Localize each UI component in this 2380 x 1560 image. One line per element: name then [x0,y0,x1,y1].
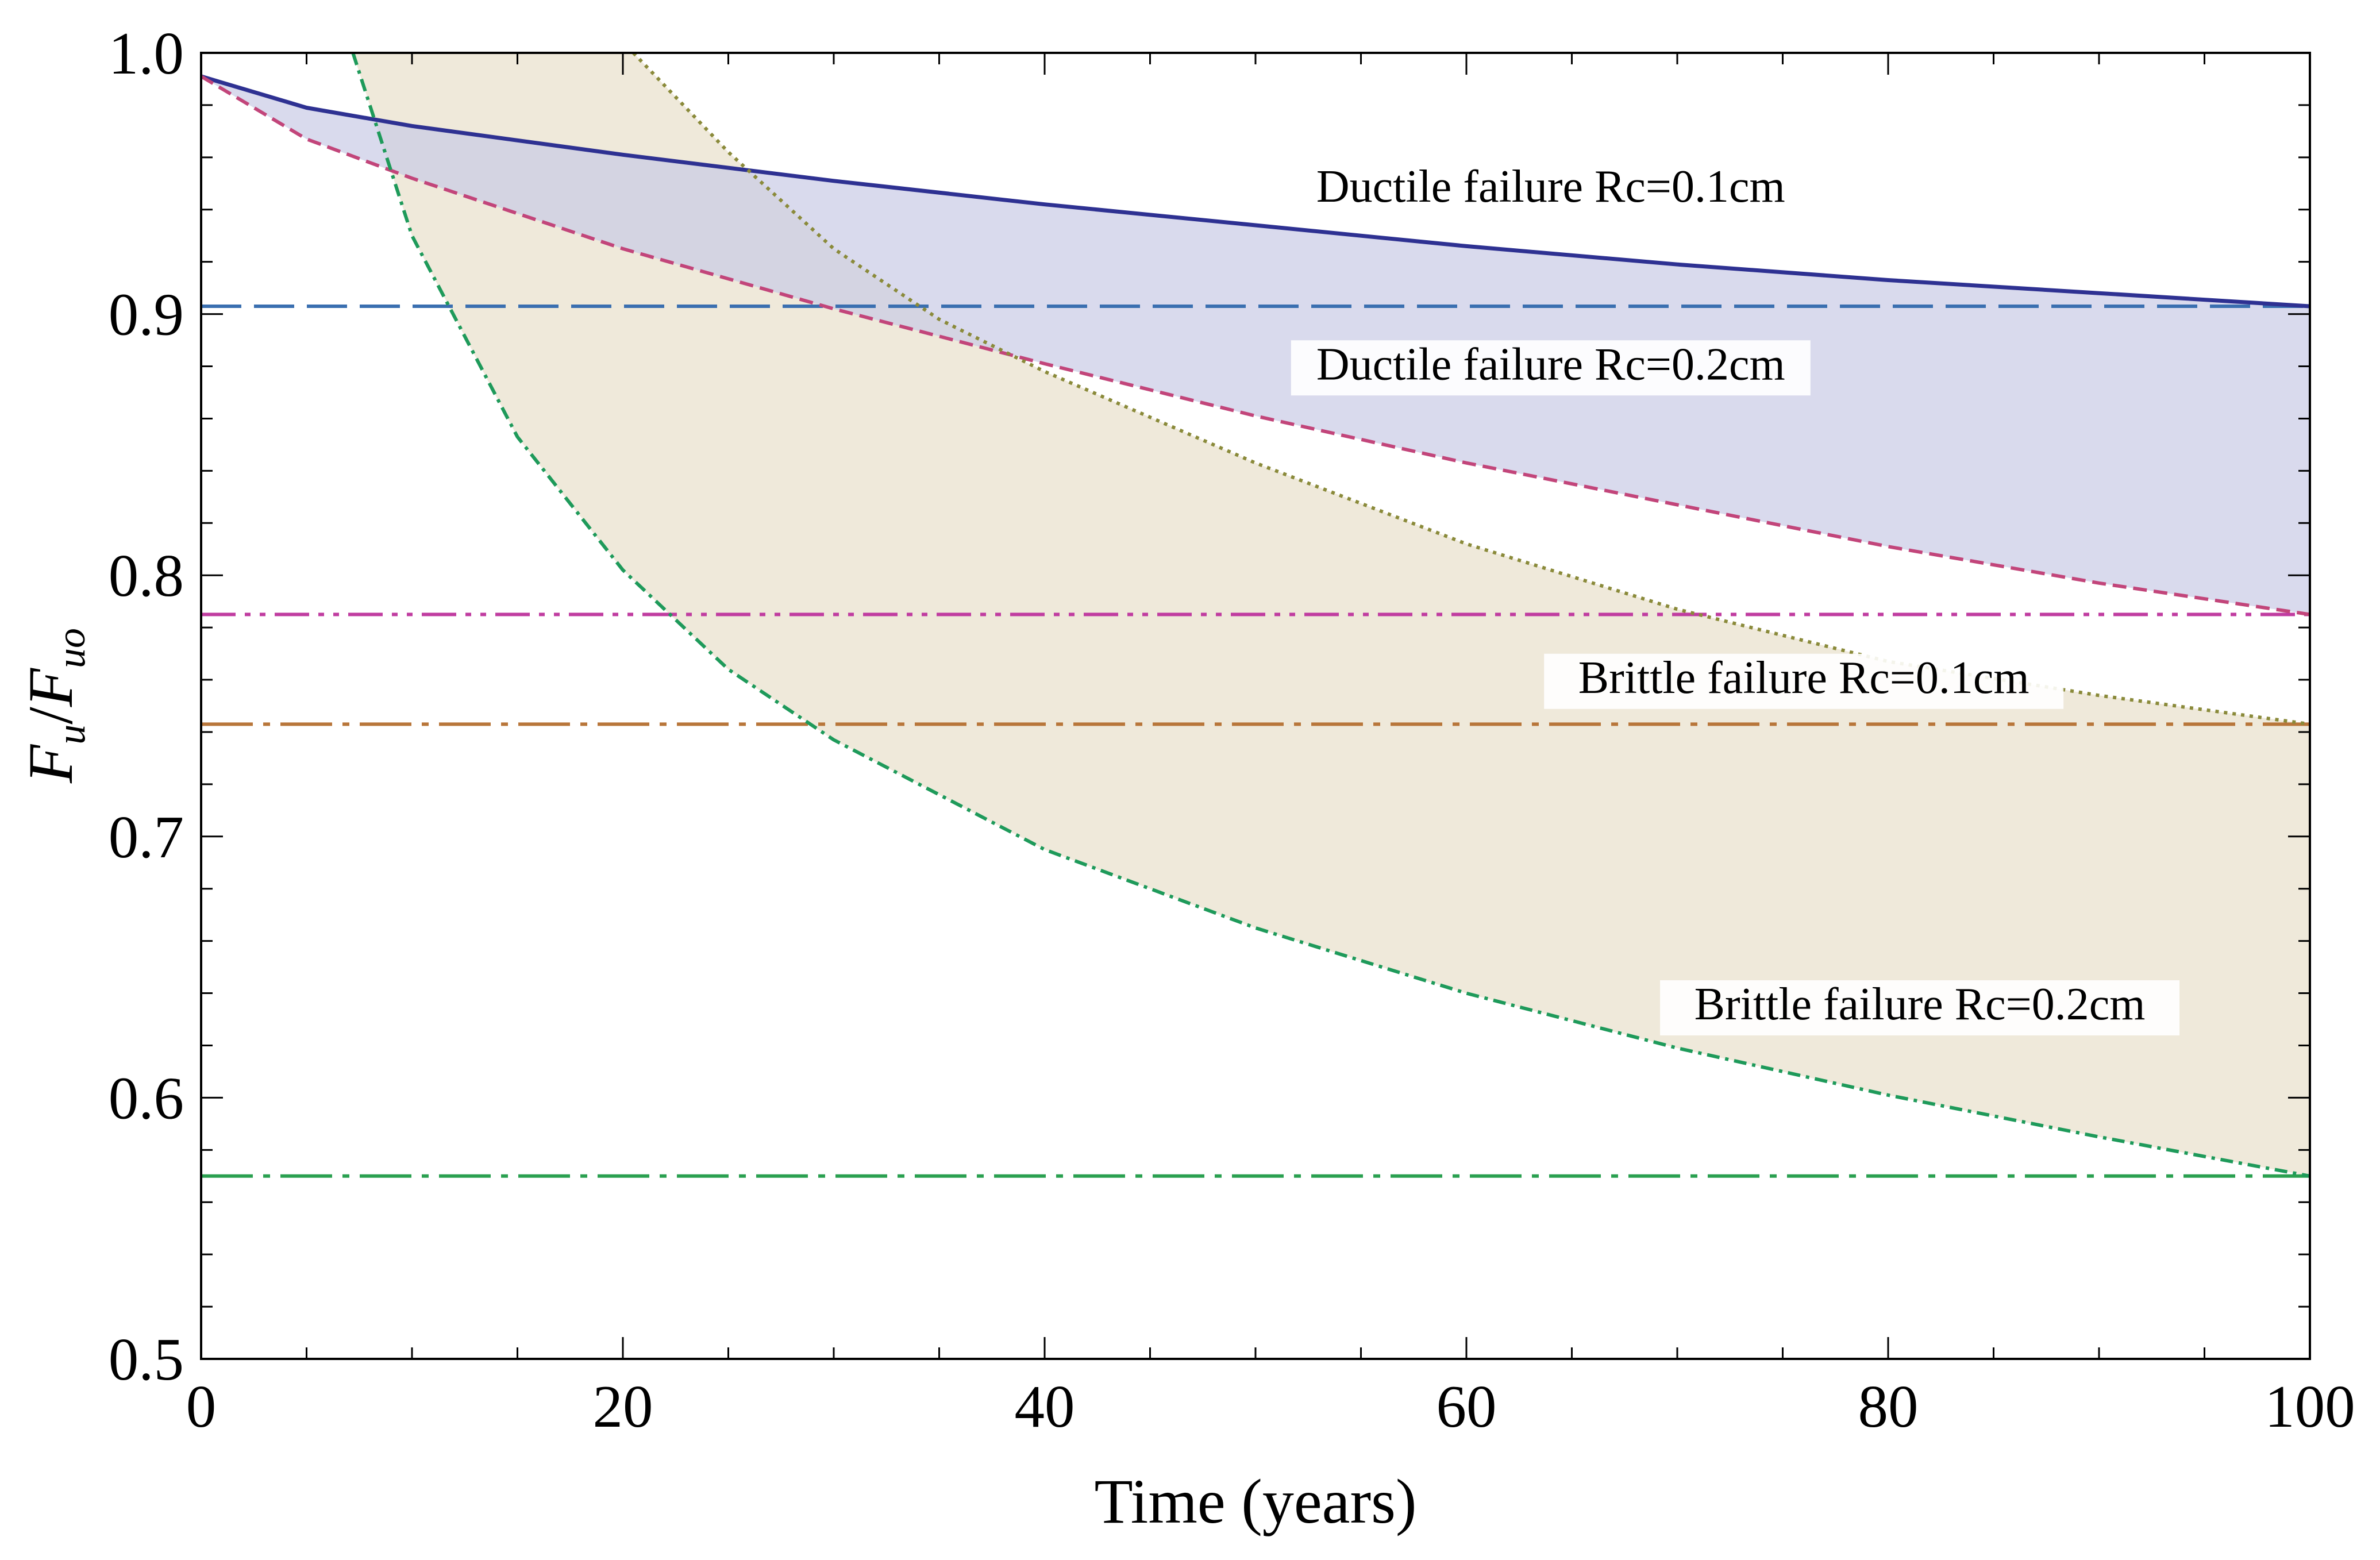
x-tick-label: 80 [1858,1373,1919,1440]
y-tick-label: 1.0 [109,20,184,87]
y-axis-title-main: F [16,744,86,784]
y-axis-title-slash: / [16,707,86,725]
y-axis-title-sub-u: u [49,725,94,745]
ductile-rc01-curve [201,74,2310,309]
x-tick-label: 100 [2265,1373,2355,1440]
annotation-ductile-rc01: Ductile failure Rc=0.1cm [1316,161,1785,212]
annotation-brittle-rc01-bg [1544,653,2064,709]
annotation-ductile-rc02: Ductile failure Rc=0.2cm [1316,339,1785,390]
x-tick-label: 20 [593,1373,653,1440]
ductile-region-fill [201,76,2310,615]
y-tick-label: 0.7 [109,803,184,870]
y-tick-label: 0.8 [109,542,184,609]
x-axis-title: Time (years) [1094,1466,1416,1536]
y-tick-label: 0.5 [109,1326,184,1393]
annotation-brittle-rc02: Brittle failure Rc=0.2cm [1695,979,2146,1030]
annotation-ductile-rc02-bg [1291,340,1811,396]
brittle-rc02-curve [351,53,2310,1178]
annotation-brittle-rc01: Brittle failure Rc=0.1cm [1578,653,2029,703]
y-axis-title-sub-uo: uo [49,628,94,668]
x-tick-label: 0 [186,1373,217,1440]
annotation-brittle-rc02-bg [1660,980,2180,1036]
x-tick-label: 60 [1437,1373,1497,1440]
x-tick-label: 40 [1015,1373,1075,1440]
y-axis-title-main-2: F [16,667,86,707]
y-tick-label: 0.6 [109,1064,184,1131]
ductile-rc02-curve [201,75,2310,617]
y-tick-label: 0.9 [109,281,184,348]
y-axis-title: Fu/Fuo [16,628,94,784]
